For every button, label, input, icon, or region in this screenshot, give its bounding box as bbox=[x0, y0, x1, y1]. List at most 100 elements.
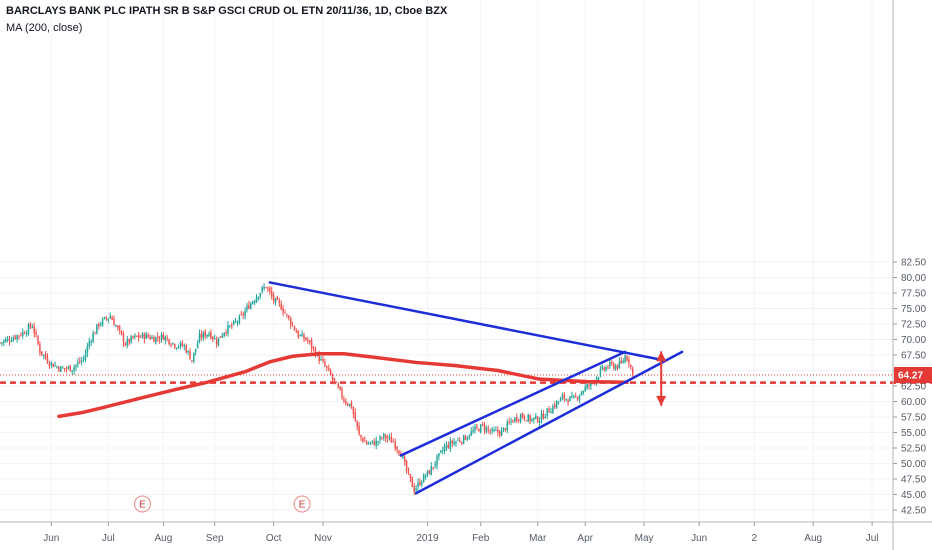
y-tick-label: 47.50 bbox=[901, 475, 926, 486]
candle-body bbox=[227, 324, 229, 334]
candle-body bbox=[236, 321, 239, 323]
x-tick-label: May bbox=[635, 533, 654, 544]
candle-body bbox=[457, 439, 459, 441]
candle-body bbox=[149, 336, 151, 340]
candle-body bbox=[3, 340, 5, 343]
x-tick-label: Nov bbox=[314, 533, 332, 544]
candle-body bbox=[527, 415, 529, 422]
candle-body bbox=[103, 317, 106, 319]
candle-body bbox=[567, 400, 569, 403]
candle-body bbox=[291, 325, 294, 327]
candle-body bbox=[555, 401, 558, 408]
candle-body bbox=[358, 426, 360, 435]
candle-body bbox=[63, 367, 66, 369]
candle-body bbox=[60, 366, 62, 372]
candle-body bbox=[250, 303, 252, 309]
candle-body bbox=[421, 482, 423, 485]
candle-body bbox=[52, 363, 54, 367]
candle-body bbox=[242, 314, 244, 316]
last-price-tag bbox=[894, 367, 932, 384]
candle-body bbox=[445, 444, 448, 448]
candle-body bbox=[493, 430, 495, 432]
descending-resistance-trendline[interactable] bbox=[268, 281, 661, 361]
candle-body bbox=[265, 287, 267, 289]
y-tick-label: 72.50 bbox=[901, 320, 926, 331]
candle-body bbox=[516, 417, 518, 421]
candle-body bbox=[365, 441, 368, 445]
candle-body bbox=[605, 367, 607, 371]
trendlines[interactable] bbox=[268, 281, 684, 495]
candle-body bbox=[538, 421, 541, 423]
candle-body bbox=[50, 362, 53, 365]
horizontal-levels[interactable] bbox=[0, 374, 932, 384]
candle-body bbox=[155, 336, 157, 344]
candle-body bbox=[272, 295, 275, 302]
candle-body bbox=[202, 332, 205, 338]
candle-body bbox=[525, 420, 528, 422]
candle-body bbox=[1, 342, 3, 344]
candle-body bbox=[630, 364, 632, 368]
x-tick-label: Jun bbox=[43, 533, 59, 544]
candle-body bbox=[113, 319, 115, 326]
candle-body bbox=[369, 442, 372, 444]
channel-upper-trendline[interactable] bbox=[399, 350, 627, 457]
candle-body bbox=[134, 335, 136, 338]
candle-body bbox=[474, 426, 476, 431]
candle-body bbox=[495, 430, 497, 432]
candle-body bbox=[193, 352, 195, 362]
candle-body bbox=[99, 324, 102, 326]
candle-body bbox=[174, 344, 176, 348]
candle-body bbox=[58, 367, 60, 371]
candle-body bbox=[25, 333, 28, 335]
ma-study-label[interactable]: MA (200, close) bbox=[6, 22, 83, 34]
candle-body bbox=[341, 389, 343, 398]
arrow-down-head[interactable] bbox=[656, 395, 667, 406]
earnings-marker[interactable] bbox=[293, 495, 311, 513]
x-tick-label: 2019 bbox=[416, 533, 439, 544]
candle-body bbox=[622, 360, 624, 363]
candle-body bbox=[554, 404, 556, 408]
candle-body bbox=[92, 333, 94, 343]
candle-body bbox=[362, 437, 364, 442]
candle-body bbox=[345, 401, 347, 404]
candle-body bbox=[160, 334, 163, 339]
candle-body bbox=[88, 341, 91, 347]
candle-body bbox=[611, 362, 613, 364]
candle-body bbox=[373, 441, 376, 446]
candle-body bbox=[519, 414, 522, 422]
candle-body bbox=[225, 332, 227, 334]
candle-body bbox=[151, 337, 153, 339]
candle-body bbox=[337, 383, 339, 388]
candle-body bbox=[498, 431, 501, 436]
candle-body bbox=[255, 297, 258, 303]
candle-body bbox=[434, 464, 436, 467]
channel-lower-trendline[interactable] bbox=[414, 350, 684, 495]
candle-body bbox=[122, 333, 125, 343]
candle-body bbox=[500, 430, 503, 437]
candle-body bbox=[517, 419, 520, 421]
earnings-marker[interactable] bbox=[134, 495, 151, 513]
candle-body bbox=[352, 407, 355, 414]
candle-body bbox=[259, 293, 262, 297]
candle-body bbox=[485, 427, 488, 432]
candle-body bbox=[185, 345, 187, 353]
candle-body bbox=[77, 362, 79, 365]
candle-body bbox=[198, 333, 201, 343]
candle-body bbox=[331, 375, 334, 380]
candle-body bbox=[318, 353, 320, 362]
candle-body bbox=[339, 386, 341, 390]
arrow-up-head[interactable] bbox=[656, 351, 667, 362]
projection-arrows[interactable] bbox=[656, 351, 667, 406]
candle-body bbox=[162, 334, 165, 340]
candle-body bbox=[333, 378, 336, 381]
candle-body bbox=[561, 395, 564, 398]
y-tick-label: 42.50 bbox=[901, 506, 926, 517]
y-tick-label: 67.50 bbox=[901, 351, 926, 362]
candle-body bbox=[0, 342, 1, 344]
candle-body bbox=[612, 363, 615, 369]
candle-body bbox=[136, 335, 138, 337]
candle-body bbox=[213, 338, 216, 340]
